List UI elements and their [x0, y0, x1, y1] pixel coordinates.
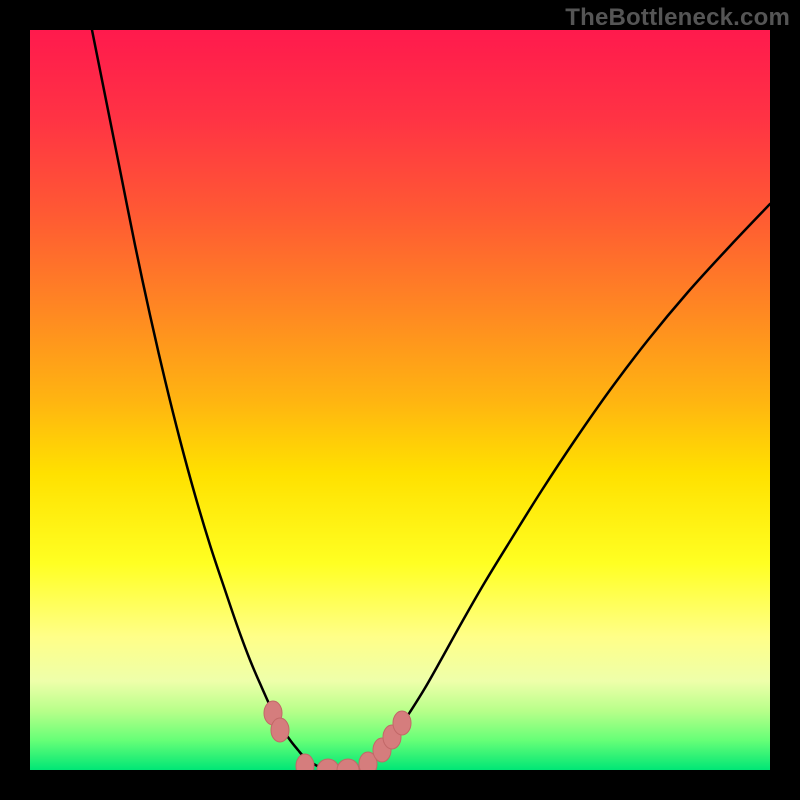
watermark: TheBottleneck.com [565, 4, 790, 32]
plot-area [30, 30, 770, 770]
gradient-background [30, 30, 770, 770]
data-marker [393, 711, 411, 735]
chart-frame: TheBottleneck.com [0, 0, 800, 800]
data-marker [271, 718, 289, 742]
